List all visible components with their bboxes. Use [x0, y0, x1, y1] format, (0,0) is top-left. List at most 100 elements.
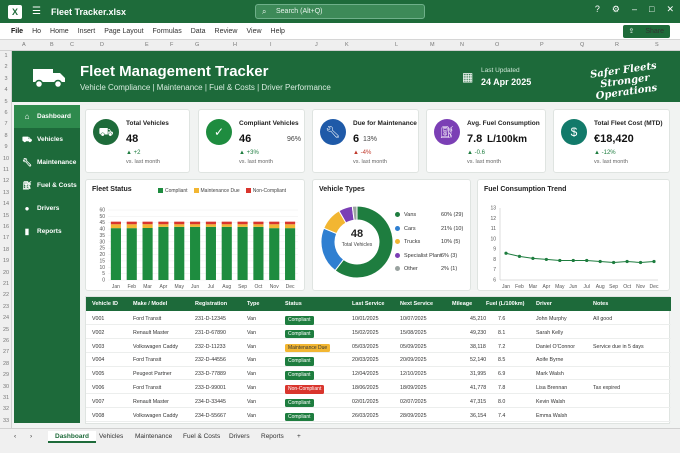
row-header[interactable]: 6 — [4, 110, 8, 116]
column-header[interactable]: Type — [247, 301, 260, 307]
table-row[interactable]: V005 Peugeot Partner 233-D-77889 Van Complia… — [86, 368, 671, 381]
row-header[interactable]: 18 — [2, 246, 10, 253]
column-header[interactable]: B — [50, 42, 54, 48]
tab-fuel-costs[interactable]: Fuel & Costs — [183, 433, 221, 440]
row-header[interactable]: 15 — [2, 212, 10, 219]
menu-page-layout[interactable]: Page Layout — [104, 27, 144, 35]
add-sheet-icon[interactable]: + — [297, 433, 301, 440]
nav-dashboard[interactable]: ⌂ Dashboard — [14, 105, 80, 128]
column-header[interactable]: O — [495, 42, 500, 48]
row-header[interactable]: 16 — [2, 224, 10, 230]
row-header[interactable]: 9 — [4, 144, 8, 151]
column-header[interactable]: Driver — [536, 301, 552, 307]
column-header[interactable]: M — [430, 42, 435, 48]
column-header[interactable]: A — [22, 42, 26, 48]
scroll-right-icon[interactable]: › — [30, 433, 33, 440]
column-header[interactable]: Vehicle ID — [92, 301, 118, 307]
column-header[interactable]: Mileage — [452, 301, 473, 307]
search-box[interactable]: ⌕ Search (Alt+Q) — [255, 4, 425, 19]
tab-reports[interactable]: Reports — [261, 433, 284, 440]
table-row[interactable]: V001 Ford Transit 231-D-12345 Van Compliant 1… — [86, 313, 671, 326]
row-header[interactable]: 17 — [2, 235, 10, 242]
table-row[interactable]: V008 Volkswagen Caddy 234-D-55667 Van Compli… — [86, 410, 671, 422]
row-header[interactable]: 21 — [2, 281, 10, 287]
column-header[interactable]: D — [100, 42, 104, 48]
row-header[interactable]: 13 — [2, 189, 10, 196]
table-row[interactable]: V006 Ford Transit 233-D-99001 Van Non-Compli… — [86, 382, 671, 395]
row-header[interactable]: 31 — [2, 395, 10, 401]
table-row[interactable]: V002 Renault Master 231-D-67890 Van Complian… — [86, 327, 671, 340]
column-header[interactable]: N — [460, 42, 464, 48]
menu-data[interactable]: Data — [190, 27, 206, 35]
menu-review[interactable]: Review — [214, 27, 238, 35]
table-row[interactable]: V004 Ford Transit 232-D-44556 Van Compliant 2… — [86, 354, 671, 367]
column-header[interactable]: H — [233, 42, 237, 48]
row-header[interactable]: 7 — [4, 121, 8, 128]
nav-reports[interactable]: ▮ Reports — [14, 220, 80, 243]
tab-maintenance[interactable]: Maintenance — [135, 433, 173, 440]
table-row[interactable]: V003 Volkswagen Caddy 232-D-11233 Van Mainte… — [86, 341, 671, 353]
column-header[interactable]: I — [270, 42, 272, 48]
menu-ho[interactable]: Ho — [32, 27, 42, 35]
column-header[interactable]: Next Service — [400, 301, 434, 307]
table-row[interactable]: V007 Renault Master 234-D-33445 Van Complian… — [86, 396, 671, 409]
row-header[interactable]: 23 — [2, 303, 10, 310]
tab-vehicles[interactable]: Vehicles — [99, 433, 124, 440]
minimize-icon[interactable]: – — [632, 4, 638, 14]
settings-icon[interactable]: ⚙ — [611, 4, 620, 14]
row-header[interactable]: 2 — [4, 64, 8, 71]
nav-fuel-costs[interactable]: ⛽︎ Fuel & Costs — [14, 174, 80, 197]
menu-formulas[interactable]: Formulas — [152, 27, 182, 35]
row-header[interactable]: 8 — [4, 132, 8, 139]
column-header[interactable]: Registration — [195, 301, 228, 307]
row-header[interactable]: 28 — [2, 360, 10, 367]
column-header[interactable]: L — [395, 42, 399, 48]
scroll-left-icon[interactable]: ‹ — [14, 433, 17, 440]
nav-drivers[interactable]: ● Drivers — [14, 197, 80, 220]
column-header[interactable]: Last Service — [352, 301, 385, 307]
row-header[interactable]: 30 — [2, 383, 10, 390]
menu-file[interactable]: File — [11, 27, 24, 35]
row-header[interactable]: 3 — [4, 75, 8, 82]
column-header[interactable]: J — [315, 42, 318, 48]
menu-help[interactable]: Help — [270, 27, 285, 35]
row-header[interactable]: 29 — [2, 372, 10, 379]
row-header[interactable]: 20 — [2, 269, 10, 276]
column-header[interactable]: Make / Model — [133, 301, 168, 307]
tab-drivers[interactable]: Drivers — [229, 433, 250, 440]
row-header[interactable]: 33 — [2, 417, 10, 424]
row-header[interactable]: 24 — [2, 315, 10, 322]
row-header[interactable]: 1 — [4, 53, 8, 59]
nav-vehicles[interactable]: ⛟ Vehicles — [14, 128, 80, 151]
close-icon[interactable]: ✕ — [666, 4, 674, 14]
help-icon[interactable]: ? — [594, 4, 600, 14]
column-header[interactable]: S — [655, 42, 659, 48]
column-header[interactable]: C — [70, 42, 74, 48]
row-header[interactable]: 19 — [2, 258, 10, 265]
menu-view[interactable]: View — [246, 27, 262, 35]
column-header[interactable]: R — [615, 42, 619, 48]
row-header[interactable]: 14 — [2, 201, 10, 208]
row-header[interactable]: 4 — [4, 87, 8, 94]
column-header[interactable]: E — [145, 42, 149, 48]
column-header[interactable]: P — [540, 42, 544, 48]
column-header[interactable]: Q — [580, 42, 585, 48]
row-header[interactable]: 12 — [2, 178, 10, 185]
row-header[interactable]: 26 — [2, 338, 10, 344]
row-header[interactable]: 27 — [2, 349, 10, 356]
row-header[interactable]: 22 — [2, 292, 10, 299]
nav-maintenance[interactable]: 🔧︎ Maintenance — [14, 151, 80, 174]
menu-insert[interactable]: Insert — [77, 27, 96, 35]
row-header[interactable]: 11 — [3, 167, 9, 173]
menu-home[interactable]: Home — [50, 27, 69, 35]
row-header[interactable]: 10 — [2, 155, 10, 162]
tab-dashboard[interactable]: Dashboard — [48, 431, 96, 443]
row-header[interactable]: 25 — [2, 326, 10, 333]
maximize-icon[interactable]: □ — [649, 4, 655, 14]
column-header[interactable]: F — [170, 42, 174, 48]
column-header[interactable]: G — [195, 42, 200, 48]
column-header[interactable]: Status — [285, 301, 302, 307]
share-button[interactable]: ⇪ Share — [622, 25, 670, 38]
column-header[interactable]: Fuel (L/100km) — [486, 301, 525, 307]
menu-icon[interactable]: ☰ — [32, 6, 41, 17]
